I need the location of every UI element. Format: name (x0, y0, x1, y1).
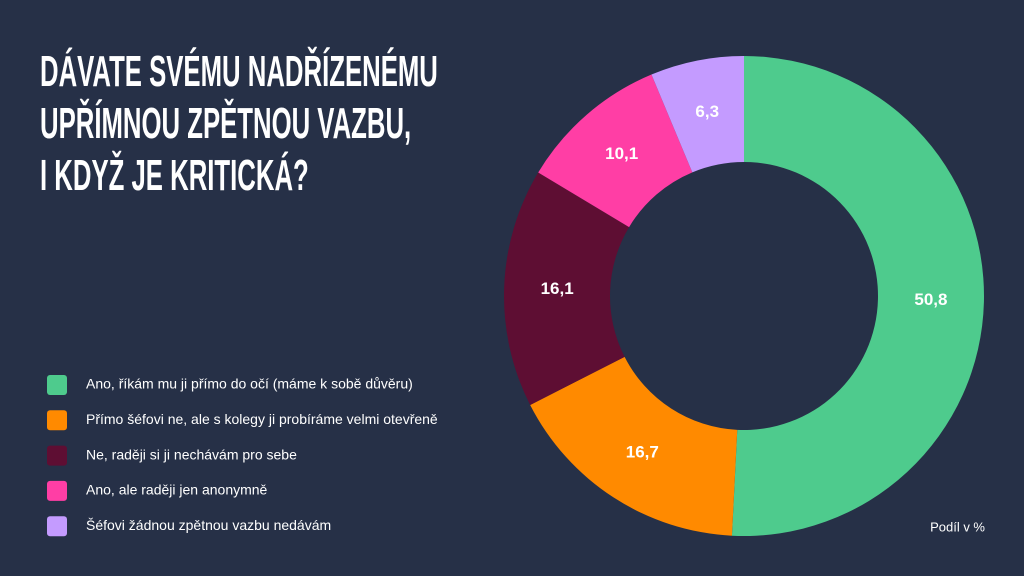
legend-swatch (47, 480, 67, 501)
legend-swatch (47, 445, 67, 466)
value-label: 10,1 (605, 144, 638, 163)
title-line: UPŘÍMNOU ZPĚTNOU VAZBU, (40, 96, 411, 147)
value-label: 16,7 (626, 442, 659, 461)
legend-label: Ne, raději si ji nechávám pro sebe (86, 446, 297, 462)
legend-swatch (47, 375, 67, 395)
value-label: 16,1 (541, 279, 574, 298)
value-label: 50,8 (914, 290, 947, 309)
legend-swatch (47, 410, 67, 431)
donut-slice (538, 74, 693, 228)
donut-slice (504, 172, 630, 405)
donut-slice (731, 56, 984, 536)
donut-slice (530, 356, 738, 536)
note: Podíl v % (930, 519, 985, 534)
legend-label: Přímo šéfovi ne, ale s kolegy ji probírá… (86, 411, 438, 427)
title-line: DÁVATE SVÉMU NADŘÍZENÉMU (40, 44, 438, 95)
legend-label: Ano, ale raději jen anonymně (86, 482, 268, 498)
title: DÁVATE SVÉMU NADŘÍZENÉMU UPŘÍMNOU ZPĚTNO… (40, 44, 438, 199)
legend-label: Šéfovi žádnou zpětnou vazbu nedávám (86, 517, 331, 533)
legend-label: Ano, říkám mu ji přímo do očí (máme k so… (86, 376, 413, 392)
legend-swatch (47, 516, 67, 537)
value-label: 6,3 (695, 102, 719, 121)
donut-slice (651, 56, 744, 173)
title-line: I KDYŽ JE KRITICKÁ? (40, 148, 309, 199)
